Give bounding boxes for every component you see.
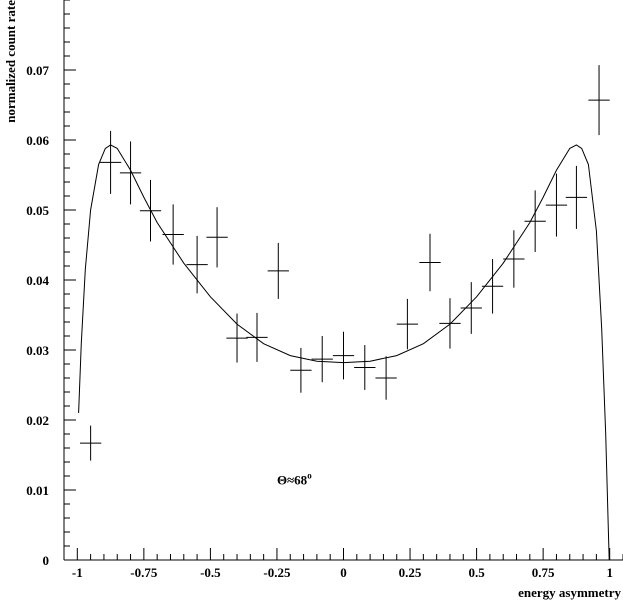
- data-points-group: [79, 65, 610, 461]
- data-point: [396, 298, 419, 350]
- fit-curve-group: [78, 144, 610, 561]
- fit-curve: [78, 144, 610, 561]
- data-point: [246, 312, 268, 362]
- x-tick-label: 0.25: [399, 565, 422, 580]
- x-ticks: -1 -0.75 -0.5 -0.25 0 0.25 0.5 0.75 1: [63, 548, 623, 580]
- data-point: [503, 230, 525, 288]
- data-point: [439, 298, 461, 349]
- y-tick-label: 0.06: [26, 133, 49, 148]
- data-point: [524, 190, 546, 252]
- y-tick-label: 0: [43, 553, 50, 568]
- angle-annotation-main: Θ≈68: [277, 472, 308, 487]
- y-axis-title: normalized count rate: [3, 0, 18, 123]
- data-point: [460, 282, 482, 334]
- x-tick-label: -0.25: [263, 565, 291, 580]
- data-point: [267, 242, 289, 299]
- y-tick-label: 0.07: [26, 63, 49, 78]
- x-tick-label: 1: [606, 565, 613, 580]
- x-tick-label: 0: [340, 565, 347, 580]
- x-tick-label: -0.75: [130, 565, 158, 580]
- data-point: [588, 65, 610, 136]
- y-ticks: 0 0.01 0.02 0.03 0.04 0.05 0.06 0.07: [26, 0, 76, 568]
- data-point: [311, 336, 333, 383]
- x-axis-title: energy asymmetry: [518, 585, 621, 600]
- x-tick-label: -0.5: [200, 565, 221, 580]
- data-point: [79, 425, 102, 461]
- x-tick-label: 0.5: [468, 565, 485, 580]
- data-point: [139, 179, 162, 242]
- angle-annotation: Θ≈68o: [277, 470, 312, 487]
- data-point: [226, 313, 248, 363]
- data-point: [206, 207, 228, 268]
- data-point: [332, 331, 355, 380]
- x-tick-label: -1: [72, 565, 83, 580]
- data-point: [354, 345, 376, 390]
- data-point: [375, 356, 397, 400]
- data-point: [565, 165, 588, 229]
- y-tick-label: 0.03: [26, 343, 49, 358]
- y-tick-label: 0.04: [26, 273, 49, 288]
- angle-annotation-superscript: o: [307, 470, 312, 480]
- y-tick-label: 0.01: [26, 483, 49, 498]
- data-point: [186, 235, 208, 294]
- x-tick-label: 0.75: [532, 565, 555, 580]
- data-point: [162, 204, 184, 265]
- data-point: [419, 233, 441, 292]
- data-point: [99, 130, 122, 194]
- y-tick-label: 0.05: [26, 203, 49, 218]
- data-point: [290, 347, 312, 393]
- y-tick-label: 0.02: [26, 413, 49, 428]
- data-point: [481, 259, 504, 314]
- data-point: [119, 141, 142, 205]
- data-point: [545, 173, 568, 237]
